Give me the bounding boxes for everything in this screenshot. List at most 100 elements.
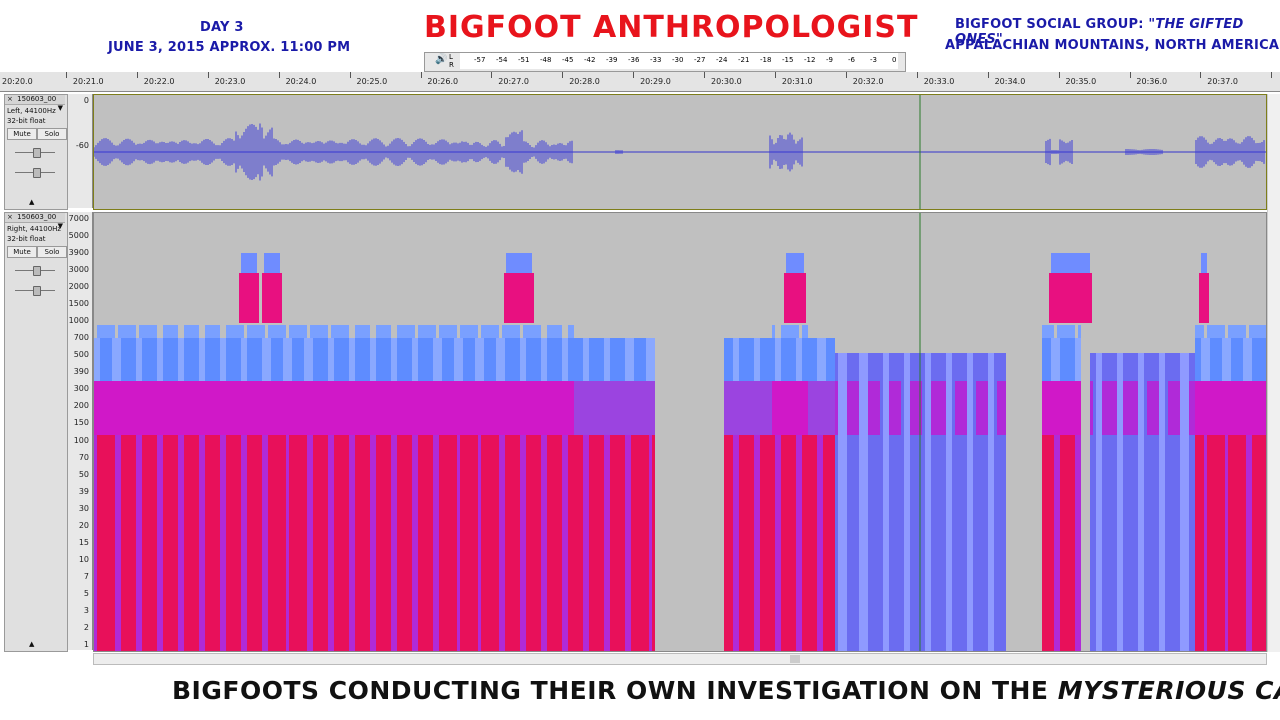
spectrogram-high-band	[1069, 325, 1072, 338]
pan-slider-knob[interactable]	[33, 286, 41, 296]
spectrogram-low-band	[496, 435, 499, 651]
spectrogram-low-band	[1054, 435, 1057, 651]
spectrogram-high-band	[355, 325, 358, 338]
spectrogram-high-band	[238, 325, 241, 338]
spectrogram-upper-band	[268, 338, 271, 381]
spectrogram-band	[1105, 353, 1108, 651]
spectrogram-mid-band	[451, 381, 454, 435]
spectrogram-low-band	[382, 435, 385, 651]
spectrogram-mid-band	[646, 381, 649, 435]
spectrogram-upper-band	[778, 338, 781, 381]
spectrogram-high-band	[430, 325, 433, 338]
close-icon[interactable]: ×	[7, 213, 13, 221]
spectrogram-mid-band	[415, 381, 418, 435]
spectrogram-mid-band	[112, 381, 115, 435]
solo-button[interactable]: Solo	[37, 246, 67, 258]
spectrogram-mid-band	[115, 381, 118, 435]
spectrogram-upper-band	[274, 338, 277, 381]
spectrogram-upper-band	[136, 338, 139, 381]
gain-slider-knob[interactable]	[33, 148, 41, 158]
track-control-panel-left[interactable]: × 150603_00 ▼ Left, 44100Hz 32-bit float…	[4, 94, 68, 210]
spectrogram-mid-band	[433, 381, 436, 435]
spectrogram-high-band	[271, 325, 274, 338]
spectrogram-display[interactable]	[93, 212, 1267, 652]
track-name[interactable]: 150603_00	[17, 213, 57, 221]
spectrogram-mid-band	[763, 381, 766, 435]
spectrogram-mid-band	[982, 381, 985, 435]
spectrogram-mid-band	[772, 381, 775, 435]
track-name[interactable]: 150603_00	[17, 95, 57, 103]
vertical-scrollbar[interactable]	[1267, 94, 1280, 652]
spectrogram-band	[859, 353, 862, 651]
track-control-panel-right[interactable]: × 150603_00 ▼ Right, 44100Hz 32-bit floa…	[4, 212, 68, 652]
spectrogram-mid-band	[769, 381, 772, 435]
spectrogram-low-band	[304, 435, 307, 651]
spectrogram-mid-band	[1189, 381, 1192, 435]
spectrogram-mid-band	[1075, 381, 1078, 435]
spectrogram-mid-band	[1174, 381, 1177, 435]
spectrogram-high-band	[253, 325, 256, 338]
spectrogram-upper-band	[1069, 338, 1072, 381]
meter-scale[interactable]: -57 -54 -51 -48 -45 -42 -39 -36 -33 -30 -27 -24 -21-…	[460, 53, 898, 69]
spectrogram-low-band	[766, 435, 769, 651]
spectrogram-low-band	[1216, 435, 1219, 651]
spectrogram-upper-band	[1045, 338, 1048, 381]
track-header[interactable]: × 150603_00 ▼	[5, 213, 65, 230]
spectrogram-low-band	[559, 435, 562, 651]
spectrogram-high-band	[412, 325, 415, 338]
spectrogram-mid-band	[202, 381, 205, 435]
spectrogram-low-band	[391, 435, 394, 651]
spectrogram-low-band	[601, 435, 604, 651]
spectrogram-upper-band	[241, 338, 244, 381]
mute-button[interactable]: Mute	[7, 128, 37, 140]
timeline-ruler[interactable]: 20:20.0 20:21.0 20:22.0 20:23.0 20:24.0 20:25…	[0, 72, 1280, 92]
spectrogram-mid-band	[151, 381, 154, 435]
collapse-icon[interactable]: ▲	[29, 640, 35, 648]
horizontal-scrollbar[interactable]	[93, 653, 1267, 665]
spectrogram-mid-band	[934, 381, 937, 435]
scrollbar-thumb[interactable]	[790, 655, 800, 663]
pan-slider-knob[interactable]	[33, 168, 41, 178]
spectrogram-low-band	[115, 435, 118, 651]
spectrogram-band	[1141, 353, 1144, 651]
track-header[interactable]: × 150603_00 ▼	[5, 95, 65, 112]
spectrogram-low-band	[184, 435, 187, 651]
waveform-display[interactable]	[93, 94, 1267, 210]
spectrogram-mid-band	[778, 381, 781, 435]
spectrogram-mid-band	[214, 381, 217, 435]
mute-button[interactable]: Mute	[7, 246, 37, 258]
spectrogram-upper-band	[535, 338, 538, 381]
spectrogram-upper-band	[1042, 338, 1045, 381]
spectrogram-band	[844, 353, 847, 651]
spectrogram-upper-band	[175, 338, 178, 381]
collapse-icon[interactable]: ▲	[29, 198, 35, 206]
spectrogram-upper-band	[295, 338, 298, 381]
spectrogram-upper-band	[454, 338, 457, 381]
spectrogram-mid-band	[610, 381, 613, 435]
gain-slider-knob[interactable]	[33, 266, 41, 276]
spectrogram-low-band	[352, 435, 355, 651]
spectrogram-mid-band	[187, 381, 190, 435]
spectrogram-high-band	[400, 325, 403, 338]
ruler-tick	[633, 72, 635, 78]
meter-scale-label: -24	[716, 56, 728, 64]
spectrogram-band	[1099, 353, 1102, 651]
social-group-label: BIGFOOT SOCIAL GROUP: "THE GIFTED ONES"	[955, 17, 1280, 47]
spectrogram-mid-band	[148, 381, 151, 435]
spectrogram-upper-band	[364, 338, 367, 381]
chevron-down-icon[interactable]: ▼	[57, 104, 63, 112]
spectrogram-band	[895, 353, 898, 651]
spectrogram-high-band	[379, 325, 382, 338]
frequency-scale-label: 700	[73, 333, 89, 343]
solo-button[interactable]: Solo	[37, 128, 67, 140]
spectrogram-mid-band	[631, 381, 634, 435]
spectrogram-upper-band	[220, 338, 223, 381]
spectrogram-low-band	[376, 435, 379, 651]
chevron-down-icon[interactable]: ▼	[57, 222, 63, 230]
speaker-icon[interactable]: 🔊	[435, 54, 448, 65]
spectrogram-band	[865, 353, 868, 651]
meter-scale-label: -45	[562, 56, 574, 64]
spectrogram-mid-band	[913, 381, 916, 435]
close-icon[interactable]: ×	[7, 95, 13, 103]
